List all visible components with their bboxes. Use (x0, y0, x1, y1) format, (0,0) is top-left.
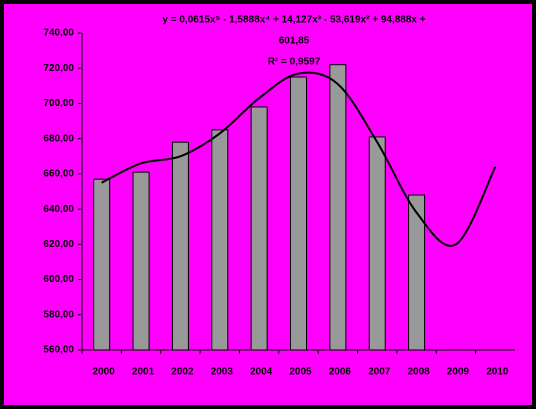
bar (93, 178, 111, 351)
y-tick-label: 720,00 (43, 63, 74, 74)
bar (329, 64, 347, 351)
x-tick-label: 2002 (171, 367, 194, 378)
y-tick-label: 680,00 (43, 133, 74, 144)
x-tick-label: 2003 (211, 367, 234, 378)
x-tick-label: 2001 (132, 367, 155, 378)
bar (408, 194, 426, 351)
bar (290, 76, 307, 351)
bar (368, 136, 386, 351)
y-tick-label: 740,00 (43, 28, 74, 39)
background (4, 4, 532, 405)
x-tick-label: 2005 (289, 367, 312, 378)
trendline-equation: 601,85 (279, 36, 310, 47)
y-tick-label: 560,00 (43, 345, 74, 356)
bar (211, 129, 229, 351)
trendline-equation: y = 0,0615x⁵ - 1,5888x⁴ + 14,127x³ - 53,… (162, 15, 425, 26)
x-tick-label: 2008 (407, 367, 430, 378)
bar (250, 106, 268, 351)
y-tick-label: 700,00 (43, 98, 74, 109)
x-tick-label: 2009 (447, 367, 470, 378)
y-tick-label: 600,00 (43, 274, 74, 285)
x-tick-label: 2010 (486, 367, 509, 378)
trendline (101, 71, 497, 247)
bar (132, 171, 150, 351)
x-tick-label: 2006 (329, 367, 352, 378)
x-tick-label: 2000 (93, 367, 116, 378)
y-tick-label: 660,00 (43, 169, 74, 180)
x-tick-label: 2004 (250, 367, 273, 378)
y-tick-label: 580,00 (43, 309, 74, 320)
y-tick-label: 620,00 (43, 239, 74, 250)
bar (171, 141, 189, 351)
y-tick-label: 640,00 (43, 204, 74, 215)
trendline-equation: R² = 0,9597 (268, 57, 321, 68)
x-tick-label: 2007 (368, 367, 391, 378)
